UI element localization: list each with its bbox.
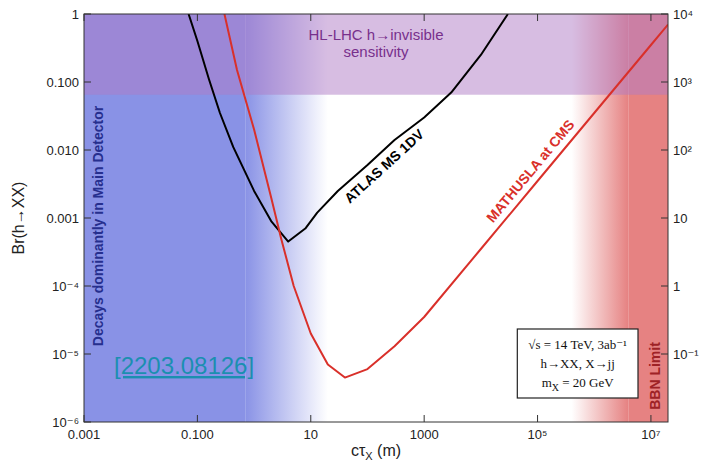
inset-line: h→XX, X→jj: [540, 356, 614, 371]
y2-tick: [661, 82, 668, 83]
inset-line: √s = 14 TeV, 3ab⁻¹: [528, 337, 627, 352]
x-tick-top: [310, 14, 311, 21]
curves: [189, 14, 668, 378]
region-band: [84, 14, 668, 95]
x-tick: [310, 415, 311, 422]
region-label: HL-LHC h→invisiblesensitivity: [308, 26, 443, 60]
regions: [84, 14, 668, 422]
text-segment: h→XX, X→jj: [540, 356, 614, 371]
text-segment: m: [542, 375, 552, 390]
x-tick-label: 0.100: [181, 427, 214, 442]
y-tick: [84, 422, 91, 423]
y-tick: [84, 14, 91, 15]
series-label: ATLAS MS 1DV: [341, 126, 427, 207]
y-tick-label: 0.001: [46, 211, 79, 226]
x-axis-title: cτX (m): [351, 442, 401, 462]
y2-tick-label: 10²: [673, 143, 692, 158]
label-line: sensitivity: [343, 43, 409, 60]
y-tick: [84, 354, 91, 355]
y-tick-label: 0.010: [46, 143, 79, 158]
y-tick-label: 0.100: [46, 75, 79, 90]
x-tick-top: [650, 14, 651, 21]
x-tick-top: [424, 14, 425, 21]
x-tick-label: 0.001: [68, 427, 101, 442]
x-tick: [537, 415, 538, 422]
y-tick-label: 10⁻⁴: [52, 279, 79, 294]
x-tick-label: 10⁵: [528, 427, 548, 442]
region-label: Decays dominantly in Main Detector: [90, 105, 106, 346]
x-tick: [197, 415, 198, 422]
y2-tick-label: 10⁻¹: [673, 347, 699, 362]
x-tick: [84, 415, 85, 422]
y-tick: [84, 82, 91, 83]
y-tick-label: 1: [72, 7, 79, 22]
x-tick-label: 10⁷: [641, 427, 660, 442]
label-line: HL-LHC h→invisible: [308, 26, 443, 43]
series-line: [189, 14, 508, 242]
x-tick-top: [84, 14, 85, 21]
text-segment: (m): [373, 442, 401, 459]
x-tick-label: 1000: [410, 427, 439, 442]
plot-frame: [84, 14, 668, 422]
inset-box: [517, 329, 638, 398]
x-tick-top: [197, 14, 198, 21]
text-segment: = 20 GeV: [559, 375, 614, 390]
y-axis-title: Br(h→XX): [10, 182, 27, 255]
y2-tick-label: 10⁴: [673, 7, 693, 22]
y2-tick: [661, 218, 668, 219]
y2-tick: [661, 286, 668, 287]
reference-link[interactable]: [2203.08126]: [114, 352, 254, 379]
x-tick-top: [537, 14, 538, 21]
x-tick-label: 10: [304, 427, 318, 442]
inset-line: mX = 20 GeV: [542, 375, 615, 393]
y2-tick-label: 1: [673, 279, 680, 294]
series-line: [224, 14, 668, 378]
y2-tick-label: 10³: [673, 75, 692, 90]
x-tick: [424, 415, 425, 422]
region-label: BBN Limit: [647, 342, 663, 410]
y2-tick: [661, 150, 668, 151]
x-tick: [650, 415, 651, 422]
text-segment: cτ: [351, 442, 366, 459]
y-tick-label: 10⁻⁵: [52, 347, 79, 362]
y2-tick-label: 10: [673, 211, 687, 226]
y2-tick: [661, 14, 668, 15]
text-segment: √s = 14 TeV, 3ab⁻¹: [528, 337, 627, 352]
series-label: MATHUSLA at CMS: [483, 117, 577, 226]
chart: 10⁻⁶10⁻⁵10⁻⁴0.0010.0100.100110⁻¹11010²10…: [0, 0, 712, 467]
